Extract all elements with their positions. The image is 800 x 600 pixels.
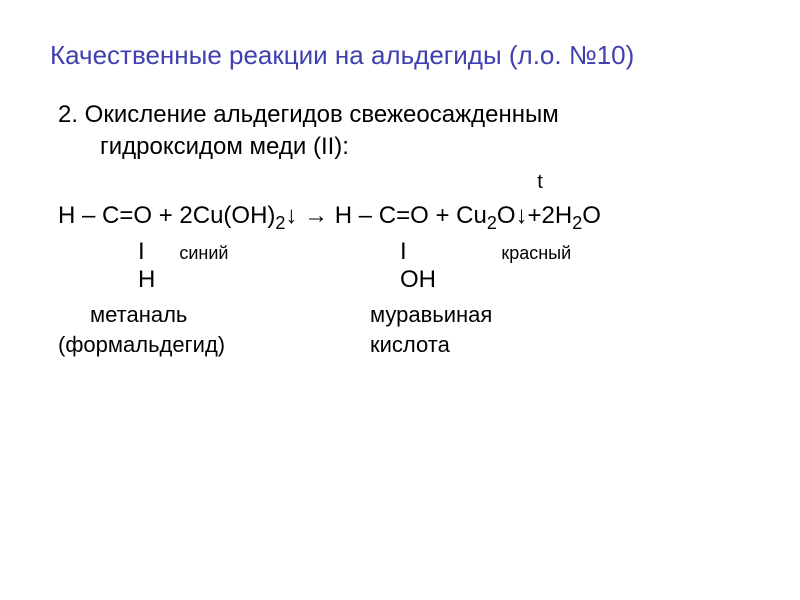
compound-names-row1: метаналь муравьиная: [50, 302, 750, 328]
temperature-symbol: t: [330, 171, 750, 194]
oxygen: O: [582, 202, 601, 229]
compound-names-row2: (формальдегид) кислота: [50, 332, 750, 358]
compound-name-methanal: метаналь: [50, 302, 360, 328]
chemical-equation: H – C=O + 2Cu(OH)2↓ → H – C=O + Cu2O↓+2H…: [50, 202, 750, 234]
hydrogen-atom: H: [50, 266, 360, 294]
subtitle-line1: 2. Окисление альдегидов свежеосажденным: [50, 101, 750, 129]
arrow-down: ↓: [285, 202, 297, 229]
subscript: 2: [487, 213, 497, 233]
compound-name-formic: муравьиная: [360, 302, 492, 328]
reaction-arrow: →: [297, 202, 334, 229]
hydroxyl-group: OH: [360, 266, 436, 294]
structure-bottom-row: H OH: [50, 266, 750, 294]
compound-name-formaldehyde: (формальдегид): [50, 332, 360, 358]
oxygen: O: [497, 202, 516, 229]
color-label-blue: синий: [151, 243, 228, 263]
structure-color-row: I синий I красный: [50, 238, 750, 266]
slide-title: Качественные реакции на альдегиды (л.о. …: [50, 40, 750, 71]
reagent-left: H – C=O + 2Cu(OH): [58, 202, 275, 229]
bond-symbol: I: [138, 238, 145, 265]
compound-name-acid: кислота: [360, 332, 450, 358]
product-right: H – C=O + Cu: [335, 202, 487, 229]
subscript: 2: [275, 213, 285, 233]
plus-h2o: +2H: [528, 202, 573, 229]
subscript: 2: [572, 213, 582, 233]
bond-symbol: I: [400, 238, 407, 265]
color-label-red: красный: [413, 243, 571, 263]
arrow-down: ↓: [516, 202, 528, 229]
subtitle-line2: гидроксидом меди (II):: [50, 133, 750, 161]
